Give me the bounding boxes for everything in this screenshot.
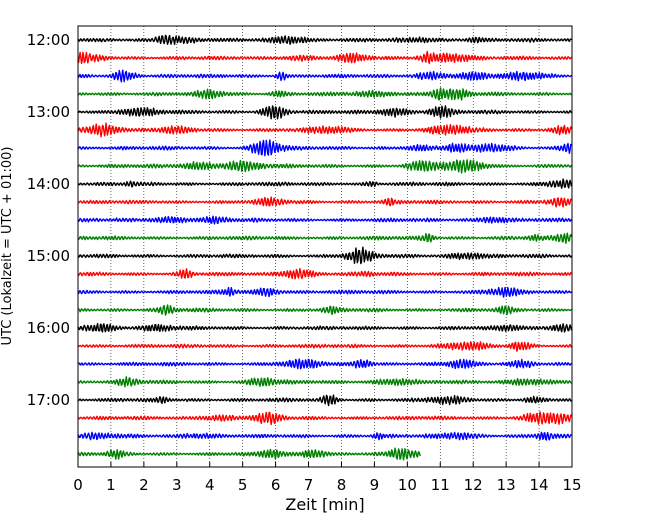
trace-1545 — [77, 304, 572, 316]
trace-1415 — [77, 196, 573, 208]
trace-1330 — [77, 139, 573, 157]
trace-1645 — [77, 376, 572, 388]
y-tick-label: 17:00 — [27, 391, 70, 409]
x-axis-ticks: 0 1 2 3 4 5 6 7 8 9 10 11 12 13 14 15 — [73, 462, 582, 494]
trace-1300 — [77, 105, 573, 120]
trace-1445 — [77, 232, 573, 244]
x-tick-label: 10 — [398, 476, 417, 494]
x-tick-label: 12 — [464, 476, 483, 494]
x-tick-label: 6 — [271, 476, 281, 494]
x-tick-label: 13 — [497, 476, 516, 494]
y-tick-label: 14:00 — [27, 175, 70, 193]
x-tick-label: 3 — [172, 476, 182, 494]
trace-1515 — [77, 268, 572, 280]
y-tick-label: 15:00 — [27, 247, 70, 265]
trace-1715 — [77, 411, 573, 426]
y-tick-label: 12:00 — [27, 31, 70, 49]
trace-1630 — [77, 358, 573, 370]
traces — [77, 34, 573, 461]
plot-frame — [77, 25, 573, 468]
y-axis-label: UTC (Lokalzeit = UTC + 01:00) — [0, 147, 15, 346]
trace-1315 — [77, 122, 573, 138]
x-tick-label: 11 — [431, 476, 450, 494]
trace-1615 — [77, 341, 573, 352]
x-tick-label: 0 — [73, 476, 83, 494]
x-tick-label: 4 — [205, 476, 215, 494]
x-tick-label: 1 — [106, 476, 116, 494]
trace-1530 — [77, 286, 573, 298]
x-tick-label: 14 — [530, 476, 549, 494]
x-tick-label: 15 — [562, 476, 581, 494]
trace-1230 — [77, 69, 572, 83]
x-tick-label: 9 — [370, 476, 380, 494]
x-axis-label: Zeit [min] — [285, 495, 364, 514]
y-axis-ticks: 12:00 13:00 14:00 15:00 16:00 17:00 — [27, 31, 83, 409]
x-tick-label: 5 — [238, 476, 248, 494]
x-tick-label: 2 — [139, 476, 149, 494]
y-tick-label: 13:00 — [27, 103, 70, 121]
trace-1745 — [77, 447, 421, 461]
trace-1430 — [77, 215, 573, 225]
trace-1600 — [77, 322, 573, 333]
trace-1245 — [77, 87, 572, 101]
trace-1500 — [77, 246, 573, 265]
x-tick-label: 8 — [337, 476, 347, 494]
trace-1345 — [77, 159, 573, 174]
trace-1730 — [77, 431, 572, 441]
trace-1200 — [77, 34, 572, 46]
x-tick-label: 7 — [304, 476, 314, 494]
trace-1400 — [77, 178, 573, 189]
y-tick-label: 16:00 — [27, 319, 70, 337]
trace-1215 — [77, 50, 573, 65]
trace-1700 — [77, 394, 572, 407]
